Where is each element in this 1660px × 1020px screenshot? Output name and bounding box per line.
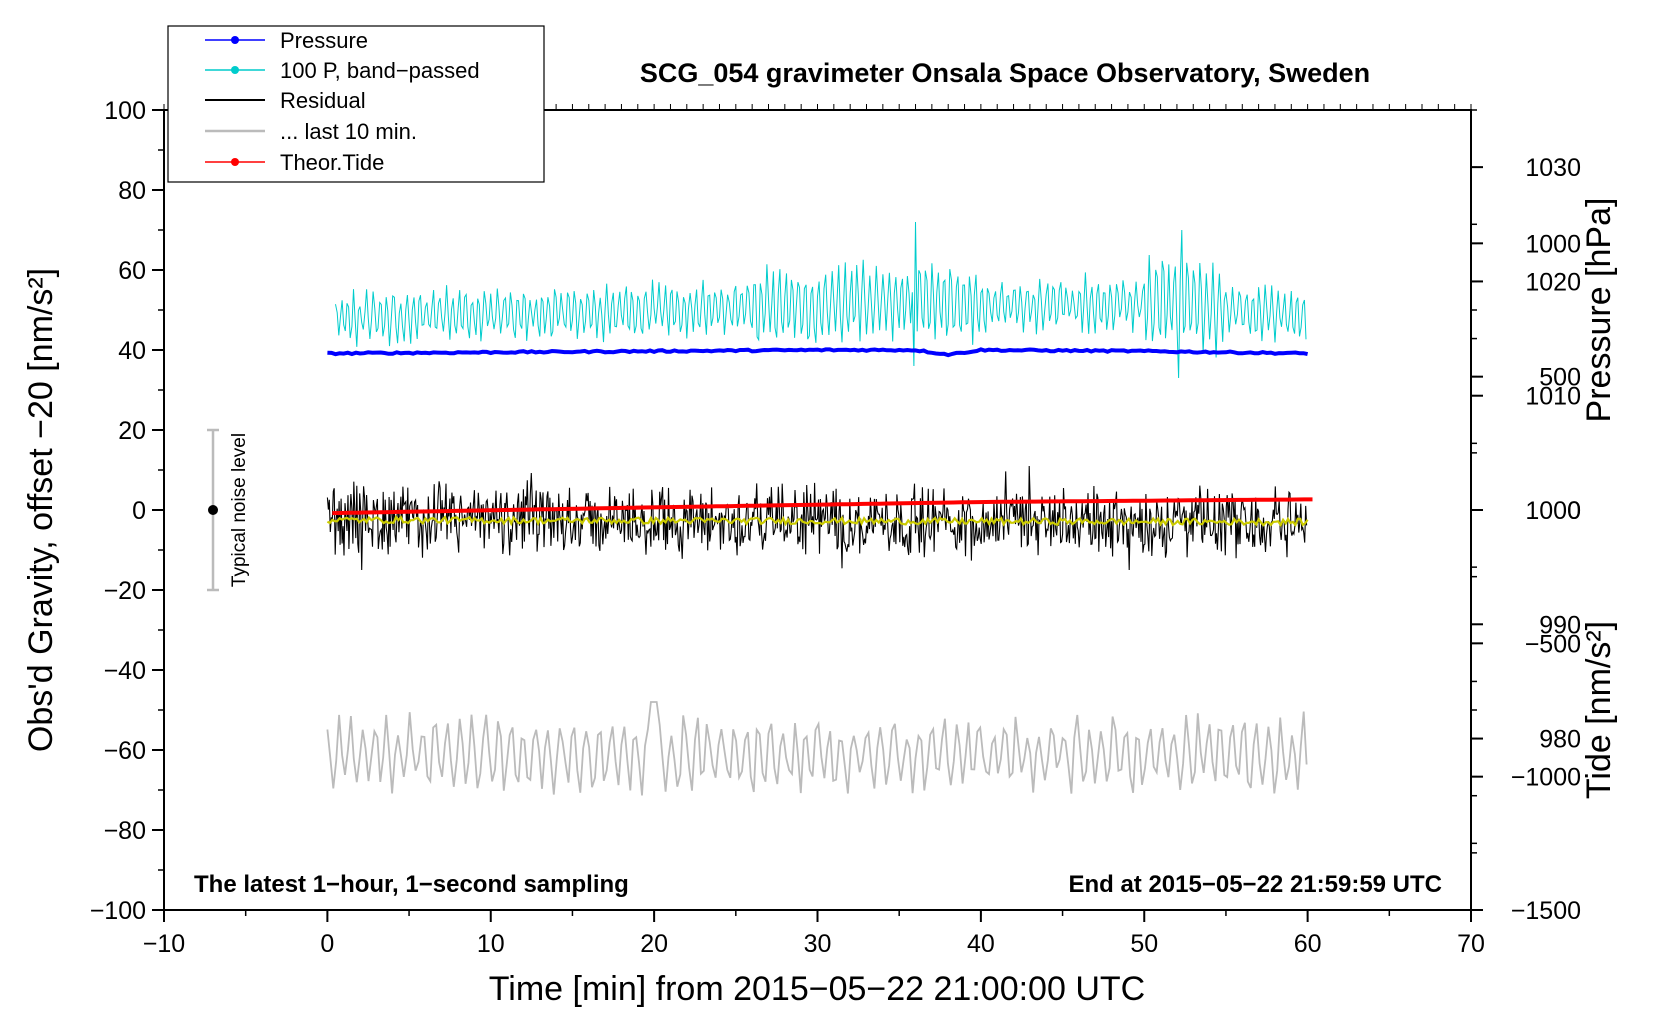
legend-marker-tide (231, 158, 239, 166)
y-axis-title-tide: Tide [nm/s²] (1580, 621, 1618, 799)
x-tick-label: 10 (477, 930, 505, 958)
legend-label-last10: ... last 10 min. (280, 119, 417, 144)
legend: Pressure 100 P, band−passed Residual ...… (167, 25, 545, 183)
pressure-tick-label: 1010 (1525, 383, 1581, 411)
x-tick-label: 0 (320, 930, 334, 958)
legend-label-bandpassed: 100 P, band−passed (280, 58, 480, 83)
legend-item-pressure: Pressure (205, 28, 368, 53)
y-axis-title-left: Obs'd Gravity, offset −20 [nm/s²] (22, 268, 60, 752)
tide-tick-label: 0 (1567, 497, 1581, 525)
y-axis-pressure: 1030 1020 1010 1000 990 980 (1471, 109, 1581, 854)
legend-label-pressure: Pressure (280, 28, 368, 53)
x-tick-label: 40 (967, 930, 995, 958)
series-last-10-min (326, 701, 1308, 796)
legend-item-bandpassed: 100 P, band−passed (205, 58, 480, 83)
chart-title: SCG_054 gravimeter Onsala Space Observat… (640, 58, 1370, 88)
tide-tick-label: −1500 (1511, 897, 1581, 925)
y-axis-title-pressure: Pressure [hPa] (1580, 198, 1618, 423)
noise-bar-label: Typical noise level (229, 433, 250, 587)
y-axis-left: 100 80 60 40 20 0 −20 −40 −60 −80 −100 (90, 97, 164, 925)
pressure-tick-label: 1000 (1525, 497, 1581, 525)
legend-label-tide: Theor.Tide (280, 150, 384, 175)
series-theor-tide (332, 497, 1313, 516)
y-tick-label: 80 (118, 177, 146, 205)
x-axis: −10 0 10 20 30 40 50 60 70 (143, 104, 1485, 958)
y-tick-label: 100 (104, 97, 146, 125)
annotation-right: End at 2015−05−22 21:59:59 UTC (1068, 871, 1442, 898)
series-residual (326, 465, 1308, 571)
tide-tick-label: −1000 (1511, 764, 1581, 792)
legend-marker-pressure (231, 36, 239, 44)
tide-tick-label: 1000 (1525, 230, 1581, 258)
legend-item-tide: Theor.Tide (205, 150, 384, 175)
x-tick-label: 60 (1294, 930, 1322, 958)
legend-item-last10: ... last 10 min. (205, 119, 417, 144)
annotation-left: The latest 1−hour, 1−second sampling (194, 871, 629, 898)
x-axis-title: Time [min] from 2015−05−22 21:00:00 UTC (489, 970, 1145, 1008)
series-residual-smoothed (326, 514, 1309, 528)
series-band-passed (335, 221, 1307, 379)
series-layer (326, 221, 1313, 796)
tide-tick-label: 500 (1539, 364, 1581, 392)
pressure-tick-label: 1030 (1525, 154, 1581, 182)
x-tick-label: 70 (1457, 930, 1485, 958)
noise-bar (207, 428, 220, 592)
y-tick-label: −20 (104, 577, 146, 605)
pressure-tick-label: 990 (1539, 611, 1581, 639)
pressure-tick-label: 1020 (1525, 268, 1581, 296)
y-tick-label: 0 (132, 497, 146, 525)
legend-item-residual: Residual (205, 88, 366, 113)
tide-tick-label: −500 (1525, 630, 1581, 658)
x-tick-label: 30 (804, 930, 832, 958)
y-tick-label: −60 (104, 737, 146, 765)
y-tick-label: 40 (118, 337, 146, 365)
legend-label-residual: Residual (280, 88, 366, 113)
x-tick-label: 50 (1130, 930, 1158, 958)
legend-marker-bandpassed (231, 66, 239, 74)
x-tick-label: −10 (143, 930, 185, 958)
x-tick-label: 20 (640, 930, 668, 958)
y-tick-label: −80 (104, 817, 146, 845)
legend-box (167, 25, 545, 183)
pressure-tick-label: 980 (1539, 726, 1581, 754)
y-tick-label: −100 (90, 897, 146, 925)
noise-bar-center (208, 505, 219, 515)
series-pressure (327, 347, 1309, 358)
y-tick-label: 60 (118, 257, 146, 285)
y-tick-label: −40 (104, 657, 146, 685)
y-tick-label: 20 (118, 417, 146, 445)
y-axis-tide: 1000 500 0 −500 −1000 −1500 (1471, 230, 1581, 925)
